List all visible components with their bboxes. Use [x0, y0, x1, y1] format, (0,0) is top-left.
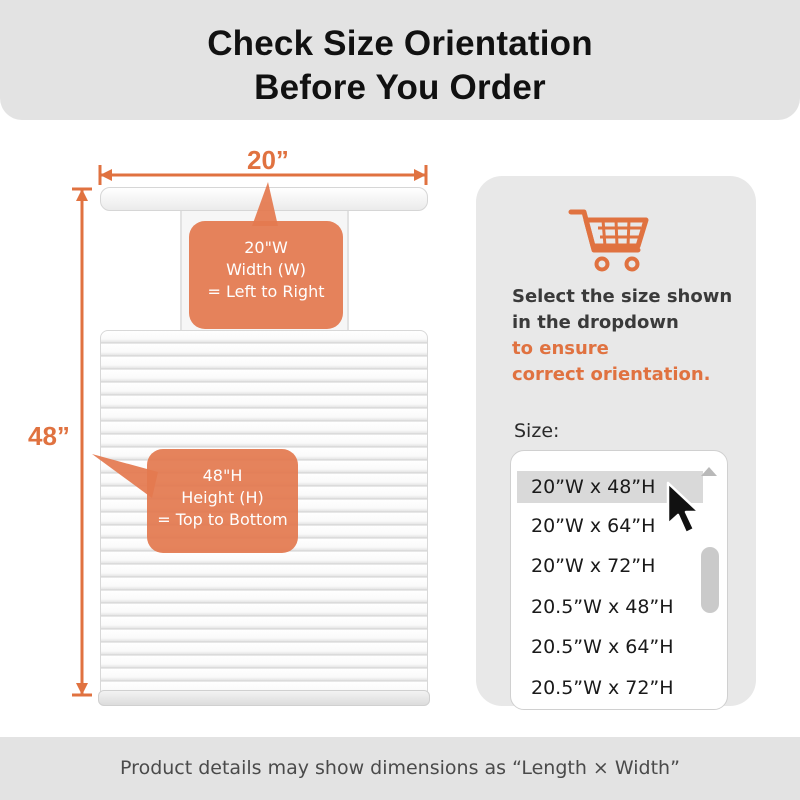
width-callout-value: 20"W — [244, 238, 288, 257]
width-arrow — [98, 165, 428, 185]
height-arrow — [72, 187, 92, 697]
size-option[interactable]: 20”W x 64”H — [531, 515, 656, 537]
size-option[interactable]: 20.5”W x 48”H — [531, 596, 674, 618]
width-dimension-label: 20” — [247, 145, 289, 175]
size-option[interactable]: 20.5”W x 72”H — [531, 677, 674, 699]
shopping-cart-icon — [568, 209, 649, 272]
panel-highlight-line2: correct orientation. — [512, 364, 711, 385]
size-label: Size: — [514, 420, 560, 442]
height-callout-desc: = Top to Bottom — [157, 510, 288, 529]
height-dimension-label: 48” — [28, 421, 70, 451]
width-bubble-pointer — [252, 182, 278, 226]
height-callout: 48"H Height (H) = Top to Bottom — [147, 449, 298, 553]
page-title-line2: Before You Order — [254, 68, 546, 107]
width-callout-name: Width (W) — [226, 260, 306, 279]
mouse-cursor-icon — [666, 481, 701, 535]
footer-bar: Product details may show dimensions as “… — [0, 737, 800, 800]
size-option[interactable]: 20”W x 72”H — [531, 555, 656, 577]
panel-instruction-line2: in the dropdown — [512, 312, 679, 333]
page-title-line1: Check Size Orientation — [207, 24, 593, 63]
panel-instruction-line1: Select the size shown — [512, 286, 733, 307]
shade-bottom-rail — [98, 690, 430, 706]
width-callout-desc: = Left to Right — [207, 282, 325, 301]
footer-note: Product details may show dimensions as “… — [120, 757, 680, 779]
header-banner: Check Size Orientation Before You Order — [0, 0, 800, 120]
width-callout: 20"W Width (W) = Left to Right — [189, 221, 343, 329]
height-callout-name: Height (H) — [181, 488, 264, 507]
panel-highlight-line1: to ensure — [512, 338, 609, 359]
size-dropdown[interactable]: 20”W x 48”H 20”W x 64”H 20”W x 72”H 20.5… — [510, 450, 728, 710]
scroll-up-arrow-icon[interactable] — [701, 467, 717, 476]
height-bubble-pointer — [92, 454, 158, 498]
height-callout-value: 48"H — [202, 466, 243, 485]
size-option[interactable]: 20.5”W x 64”H — [531, 636, 674, 658]
scrollbar-thumb[interactable] — [701, 547, 719, 613]
